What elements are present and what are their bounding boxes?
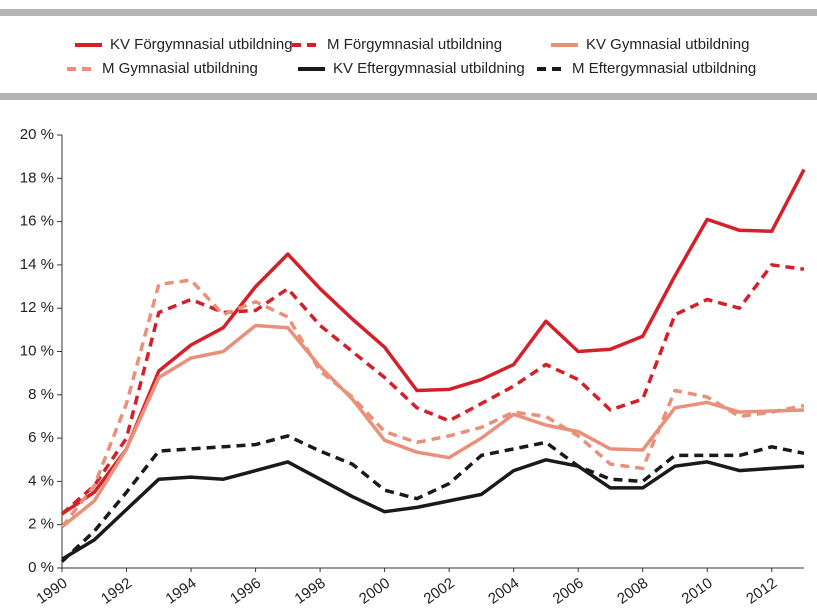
y-tick-label: 12 % bbox=[20, 299, 54, 316]
legend-label: M Eftergymnasial utbildning bbox=[572, 60, 756, 77]
series-line bbox=[60, 278, 805, 528]
x-tick-label: 1992 bbox=[98, 575, 135, 608]
y-tick-label: 2 % bbox=[28, 516, 54, 533]
legend-label: M Gymnasial utbildning bbox=[102, 60, 258, 77]
legend-label: KV Eftergymnasial utbildning bbox=[333, 60, 525, 77]
x-tick-label: 1990 bbox=[33, 575, 70, 608]
y-tick-label: 4 % bbox=[28, 472, 54, 489]
y-tick-label: 16 % bbox=[20, 213, 54, 230]
y-tick-label: 14 % bbox=[20, 256, 54, 273]
y-tick-label: 18 % bbox=[20, 169, 54, 186]
legend-label: M Förgymnasial utbildning bbox=[327, 36, 502, 53]
x-tick-label: 2004 bbox=[485, 575, 522, 608]
y-tick-label: 6 % bbox=[28, 429, 54, 446]
series-line bbox=[60, 434, 805, 563]
x-tick-label: 2002 bbox=[421, 575, 458, 608]
x-tick-label: 2006 bbox=[550, 575, 587, 608]
y-tick-label: 8 % bbox=[28, 386, 54, 403]
y-tick-label: 10 % bbox=[20, 342, 54, 359]
series-line bbox=[60, 323, 805, 529]
series-line bbox=[60, 263, 805, 516]
x-tick-label: 2008 bbox=[614, 575, 651, 608]
legend-label: KV Gymnasial utbildning bbox=[586, 36, 749, 53]
legend-rule bbox=[0, 93, 817, 100]
legend-label: KV Förgymnasial utbildning bbox=[110, 36, 293, 53]
x-tick-label: 2010 bbox=[679, 575, 716, 608]
y-tick-label: 0 % bbox=[28, 559, 54, 576]
x-tick-label: 1996 bbox=[227, 575, 264, 608]
top-rule bbox=[0, 9, 817, 16]
x-tick-label: 2012 bbox=[743, 575, 780, 608]
x-tick-label: 1994 bbox=[163, 575, 200, 608]
series-line bbox=[61, 458, 805, 561]
y-tick-label: 20 % bbox=[20, 126, 54, 143]
x-tick-label: 1998 bbox=[292, 575, 329, 608]
series-line bbox=[61, 168, 806, 516]
x-tick-label: 2000 bbox=[356, 575, 393, 608]
